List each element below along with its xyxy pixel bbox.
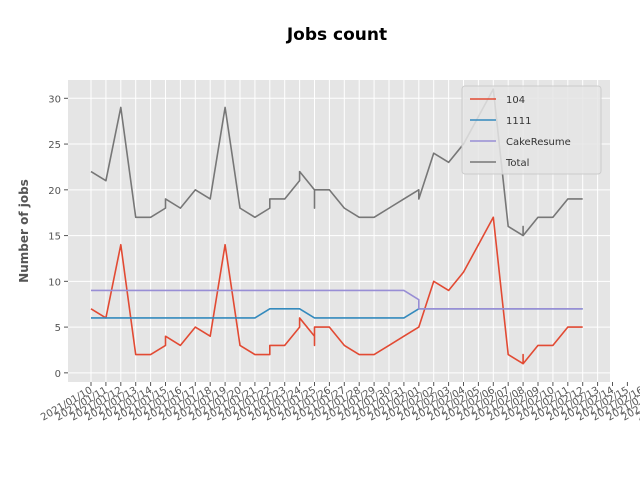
y-tick-label: 30	[48, 94, 61, 105]
legend-label: 1111	[506, 116, 531, 127]
series-line-total	[90, 88, 583, 237]
legend-label: 104	[506, 95, 525, 106]
gridlines	[68, 80, 628, 382]
series-line-cakeresume	[91, 289, 583, 310]
y-tick-label: 15	[48, 232, 61, 243]
series-layer	[90, 88, 583, 365]
x-axis: 2021/01/102021/01/112021/01/122021/01/13…	[39, 382, 640, 423]
y-tick-label: 10	[48, 277, 61, 288]
series-line-104	[90, 216, 583, 365]
y-tick-label: 5	[55, 323, 61, 334]
chart-title: Jobs count	[286, 25, 387, 45]
y-tick-label: 0	[55, 369, 61, 380]
legend-label: Total	[505, 158, 529, 169]
legend: 104 1111 CakeResume Total	[461, 85, 602, 175]
y-axis-label: Number of jobs	[17, 179, 31, 283]
y-tick-label: 20	[48, 186, 61, 197]
legend-label: CakeResume	[506, 137, 571, 148]
y-tick-label: 25	[48, 140, 61, 151]
y-axis: 0 5 10 15 20 25 30	[48, 94, 68, 380]
legend-box	[461, 85, 602, 175]
